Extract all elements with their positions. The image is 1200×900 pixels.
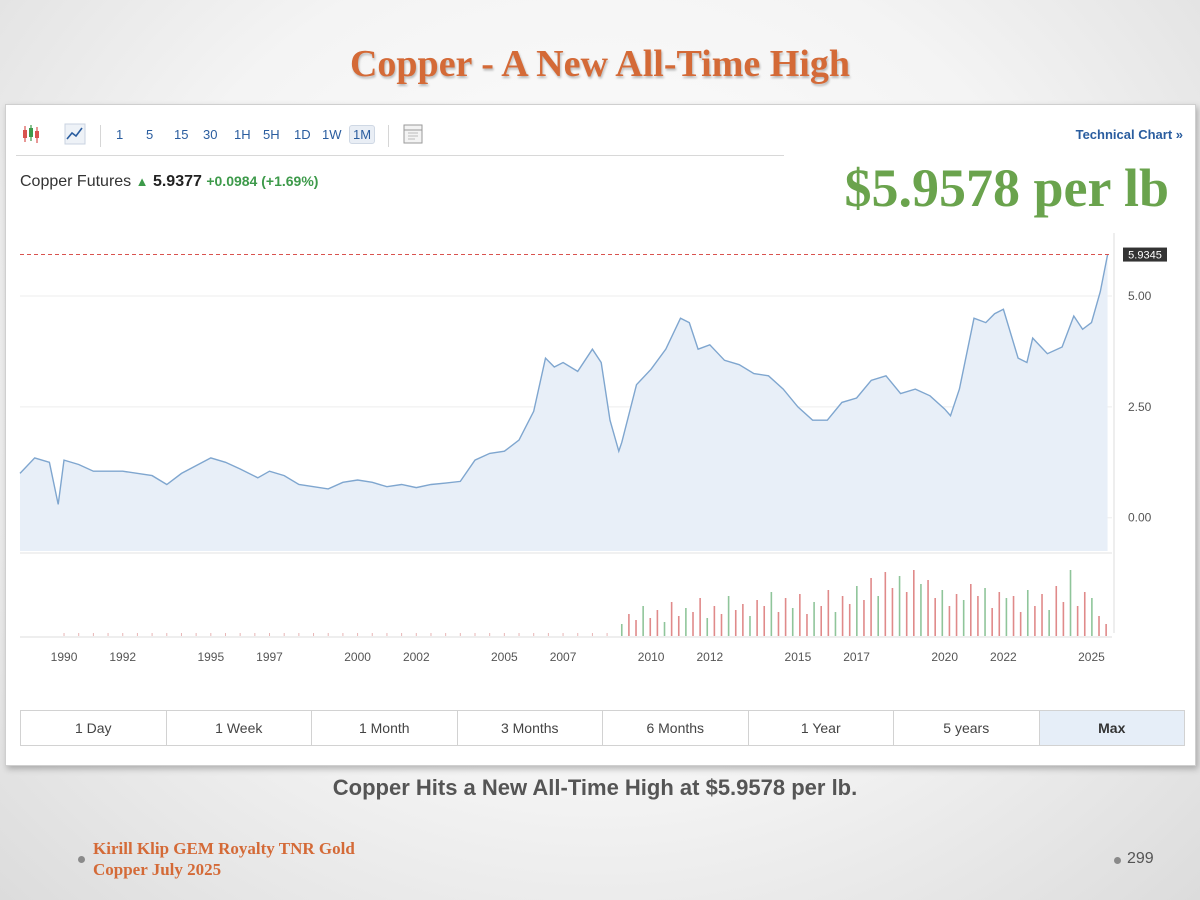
headline-price: $5.9578 per lb xyxy=(844,158,1169,218)
footer-credit: Kirill Klip GEM Royalty TNR Gold Copper … xyxy=(93,838,355,880)
instrument-change: +0.0984 (+1.69%) xyxy=(206,173,319,189)
x-tick-label: 2005 xyxy=(491,650,518,664)
x-tick-label: 1995 xyxy=(197,650,224,664)
x-tick-label: 2017 xyxy=(843,650,870,664)
footer-line-1: Kirill Klip GEM Royalty TNR Gold xyxy=(93,839,355,858)
timeframe-1m[interactable]: 1M xyxy=(349,125,376,144)
chart-widget: Investing.com5.93450.002.505.00199019921… xyxy=(5,104,1196,766)
up-arrow-icon: ▲ xyxy=(135,174,149,189)
current-price-label: 5.9345 xyxy=(1128,250,1162,262)
range-3-months[interactable]: 3 Months xyxy=(458,711,603,745)
range-6-months[interactable]: 6 Months xyxy=(603,711,749,745)
timeframe-1w[interactable]: 1W xyxy=(322,127,342,142)
range-1-year[interactable]: 1 Year xyxy=(749,711,894,745)
timeframe-5[interactable]: 5 xyxy=(146,127,154,142)
footer-line-2: Copper July 2025 xyxy=(93,860,222,879)
timeframe-30[interactable]: 30 xyxy=(203,127,218,142)
y-tick-label: 2.50 xyxy=(1128,400,1152,414)
instrument-name: Copper Futures xyxy=(20,173,132,190)
current-price-tag xyxy=(1123,247,1167,262)
x-tick-label: 2022 xyxy=(990,650,1017,664)
price-chart: Investing.com5.93450.002.505.00199019921… xyxy=(19,233,1167,664)
range-1-day[interactable]: 1 Day xyxy=(21,711,167,745)
layout-icon[interactable] xyxy=(402,123,424,145)
timeframe-1[interactable]: 1 xyxy=(116,127,124,142)
x-tick-label: 2012 xyxy=(696,650,723,664)
timeframe-1d[interactable]: 1D xyxy=(294,127,311,142)
x-tick-label: 2007 xyxy=(550,650,577,664)
toolbar-divider xyxy=(100,125,101,147)
candlestick-icon[interactable] xyxy=(20,123,42,145)
bullet-icon xyxy=(1114,857,1121,864)
range-max[interactable]: Max xyxy=(1039,711,1184,745)
x-tick-label: 2015 xyxy=(785,650,812,664)
x-tick-label: 1992 xyxy=(109,650,136,664)
x-tick-label: 2025 xyxy=(1078,650,1105,664)
x-tick-label: 2002 xyxy=(403,650,430,664)
timeframe-5h[interactable]: 5H xyxy=(263,127,280,142)
slide-caption: Copper Hits a New All-Time High at $5.95… xyxy=(332,775,858,800)
slide-title: Copper - A New All-Time High xyxy=(349,43,850,85)
x-tick-label: 2010 xyxy=(638,650,665,664)
timeframe-1h[interactable]: 1H xyxy=(234,127,251,142)
y-tick-label: 5.00 xyxy=(1128,289,1152,303)
x-tick-label: 2020 xyxy=(931,650,958,664)
x-tick-label: 2000 xyxy=(344,650,371,664)
bullet-icon xyxy=(78,856,85,863)
range-selector: 1 Day 1 Week 1 Month 3 Months 6 Months 1… xyxy=(20,710,1185,746)
price-line xyxy=(19,254,1109,505)
range-5-years[interactable]: 5 years xyxy=(894,711,1040,745)
toolbar-divider xyxy=(388,125,389,147)
page-number: 299 xyxy=(1127,850,1154,867)
price-area xyxy=(20,254,1108,551)
area-chart-icon[interactable] xyxy=(64,123,86,145)
x-tick-label: 1990 xyxy=(51,650,78,664)
timeframe-15[interactable]: 15 xyxy=(174,127,189,142)
x-tick-label: 1997 xyxy=(256,650,283,664)
y-tick-label: 0.00 xyxy=(1128,511,1152,525)
technical-chart-link[interactable]: Technical Chart » xyxy=(1075,127,1183,142)
instrument-summary: Copper Futures ▲ 5.9377 +0.0984 (+1.69%) xyxy=(20,173,318,191)
range-1-week[interactable]: 1 Week xyxy=(167,711,312,745)
instrument-price: 5.9377 xyxy=(152,173,202,190)
range-1-month[interactable]: 1 Month xyxy=(312,711,458,745)
chart-toolbar: 1 5 15 30 1H 5H 1D 1W 1M xyxy=(16,119,784,156)
